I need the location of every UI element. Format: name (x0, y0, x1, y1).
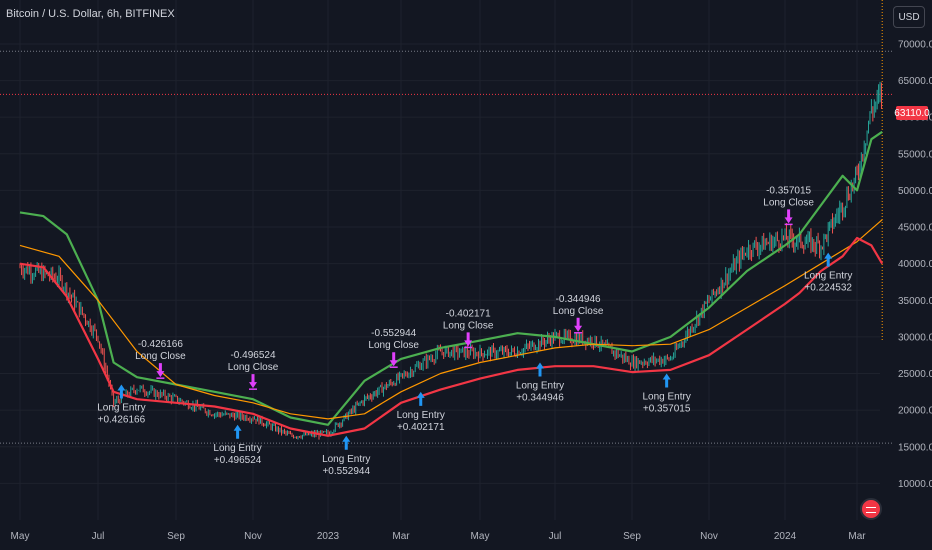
signal-value: +0.344946 (516, 393, 564, 404)
y-tick-label: 55000.0 (898, 149, 932, 160)
signal-label: Long Close (553, 306, 604, 317)
indicator-lines (19, 130, 884, 437)
y-tick-label: 20000.0 (898, 406, 932, 417)
signal-label: Long Close (368, 340, 419, 351)
signal-label: Long Entry (516, 381, 564, 392)
entry-arrow-icon (342, 435, 351, 450)
signal-value: -0.426166 (138, 339, 183, 350)
close-arrow-icon (574, 317, 583, 332)
close-arrow-icon (389, 352, 398, 367)
x-tick-label: Mar (392, 531, 410, 542)
signal-value: +0.552944 (322, 466, 370, 477)
x-tick-label: Jul (549, 531, 562, 542)
signal-label: Long Entry (642, 392, 690, 403)
entry-arrow-icon (536, 362, 544, 377)
y-tick-label: 25000.0 (898, 369, 932, 380)
y-tick-label: 15000.0 (898, 442, 932, 453)
signal-label: Long Close (228, 362, 279, 373)
entry-arrow-icon (117, 384, 126, 399)
x-tick-label: Jul (92, 531, 105, 542)
currency-button[interactable]: USD (893, 6, 925, 28)
signal-value: +0.402171 (397, 422, 445, 433)
y-tick-label: 40000.0 (898, 259, 932, 270)
indicator-line (19, 130, 883, 426)
y-tick-label: 65000.0 (898, 76, 932, 87)
y-tick-label: 30000.0 (898, 332, 932, 343)
x-tick-label: 2023 (317, 531, 340, 542)
signal-value: -0.402171 (446, 308, 491, 319)
current-price-tag: 63110.0 (894, 106, 930, 120)
x-tick-label: Sep (623, 531, 641, 542)
x-tick-label: May (471, 531, 490, 542)
y-tick-label: 10000.0 (898, 479, 932, 490)
y-tick-label: 45000.0 (898, 223, 932, 234)
x-tick-label: Sep (167, 531, 185, 542)
entry-arrow-icon (824, 252, 833, 267)
signal-value: -0.552944 (371, 328, 416, 339)
indicator-line (19, 219, 883, 420)
signal-label: Long Entry (397, 410, 445, 421)
x-tick-label: Nov (700, 531, 718, 542)
chart-title: Bitcoin / U.S. Dollar, 6h, BITFINEX (6, 8, 175, 20)
signal-label: Long Entry (804, 271, 852, 282)
signal-value: -0.496524 (230, 350, 275, 361)
signal-value: +0.496524 (214, 455, 262, 466)
x-tick-label: Nov (244, 531, 262, 542)
entry-arrow-icon (416, 391, 425, 406)
close-arrow-icon (249, 374, 257, 389)
signal-value: -0.357015 (766, 185, 811, 196)
signal-value: -0.344946 (556, 294, 601, 305)
time-axis[interactable]: May Jul Sep Nov 2023 Mar May Jul Sep Nov 2024 Mar (11, 531, 867, 542)
reference-levels (0, 0, 893, 444)
signal-label: Long Close (443, 320, 494, 331)
tradingview-logo-icon[interactable] (860, 498, 882, 520)
x-tick-label: May (11, 531, 30, 542)
signal-label: Long Entry (213, 443, 261, 454)
y-tick-label: 50000.0 (898, 186, 932, 197)
close-arrow-icon (156, 363, 165, 378)
chart-grid (0, 0, 880, 520)
signal-label: Long Entry (322, 454, 370, 465)
entry-arrow-icon (233, 424, 242, 439)
y-tick-label: 35000.0 (898, 296, 932, 307)
price-candles (19, 81, 882, 440)
signal-label: Long Close (135, 351, 186, 362)
entry-arrow-icon (662, 373, 671, 388)
signal-label: Long Close (763, 197, 814, 208)
indicator-line (19, 236, 884, 437)
x-tick-label: Mar (848, 531, 866, 542)
signal-label: Long Entry (97, 403, 145, 414)
signal-value: +0.357015 (643, 404, 691, 415)
close-arrow-icon (784, 209, 793, 224)
signal-value: +0.224532 (804, 283, 852, 294)
x-tick-label: 2024 (774, 531, 797, 542)
close-arrow-icon (464, 332, 473, 347)
y-tick-label: 70000.0 (898, 39, 932, 50)
signal-value: +0.426166 (98, 415, 146, 426)
